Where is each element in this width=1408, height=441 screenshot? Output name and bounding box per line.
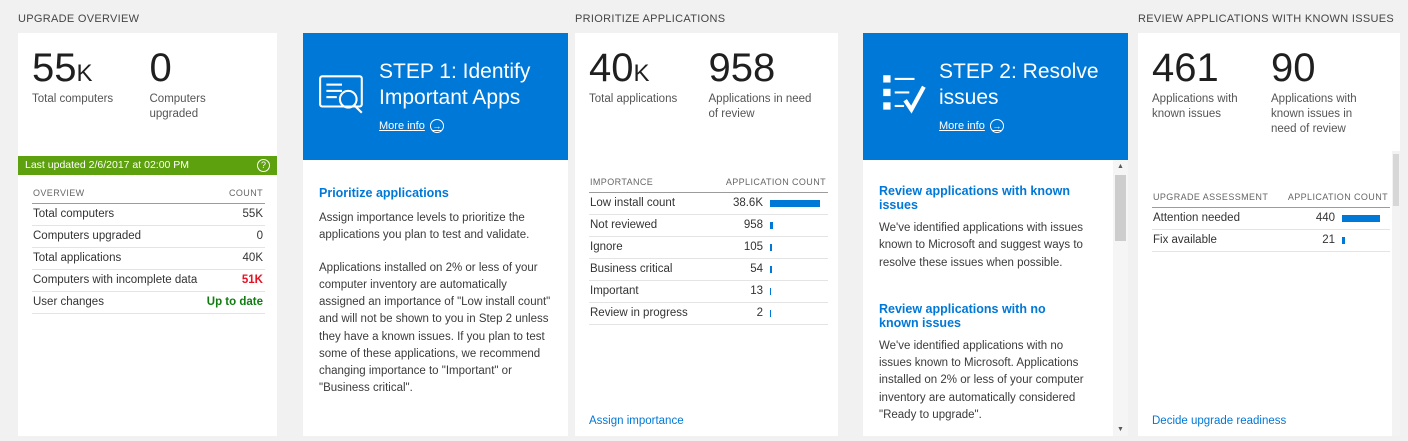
prioritize-stats: 40K Total applications 958 Applications … xyxy=(575,33,838,122)
step1-column: STEP 1: Identify Important Apps More inf… xyxy=(303,33,568,436)
alert-value: 51K xyxy=(241,274,263,287)
scrollbar[interactable]: ▲ ▼ xyxy=(1113,160,1128,436)
step2-more-info-link[interactable]: More info → xyxy=(939,119,1004,134)
description-text: We've identified applications with issue… xyxy=(879,222,1083,269)
scrollbar-thumb[interactable] xyxy=(1115,175,1126,241)
stat-label: Applications with known issues in need o… xyxy=(1271,92,1357,135)
column-header-application-count: APPLICATION COUNT xyxy=(725,176,826,187)
upgrade-assessment-table: UPGRADE ASSESSMENT APPLICATION COUNT Att… xyxy=(1152,187,1390,252)
table-header: UPGRADE ASSESSMENT APPLICATION COUNT xyxy=(1152,187,1390,208)
help-icon[interactable]: ? xyxy=(257,158,270,172)
stat-label: Computers upgraded xyxy=(149,92,206,120)
table-row[interactable]: Fix available 21 xyxy=(1152,230,1390,252)
step2-title: STEP 2: Resolve issues xyxy=(939,59,1099,109)
description-text: Assign importance levels to prioritize t… xyxy=(319,212,530,242)
table-row[interactable]: Not reviewed 958 xyxy=(589,215,828,237)
scroll-down-icon[interactable]: ▼ xyxy=(1117,426,1124,433)
stat-total-applications: 40K Total applications xyxy=(589,48,709,122)
stat-value: 958 xyxy=(708,46,776,90)
resolve-issues-icon xyxy=(877,69,927,124)
column-header-importance: IMPORTANCE xyxy=(590,176,654,187)
step1-more-info-link[interactable]: More info → xyxy=(379,119,444,134)
section-header-review-applications: REVIEW APPLICATIONS WITH KNOWN ISSUES xyxy=(1138,13,1394,25)
step2-body: Review applications with known issues We… xyxy=(863,160,1128,436)
stat-value: 40 xyxy=(589,46,634,90)
table-header: OVERVIEW COUNT xyxy=(32,183,265,204)
description-text: Applications installed on 2% or less of … xyxy=(319,261,551,395)
stat-label: Total computers xyxy=(32,92,114,105)
column-header-count: COUNT xyxy=(229,187,263,198)
stat-apps-known-issues-need-review: 90 Applications with known issues in nee… xyxy=(1271,48,1390,137)
stat-value: 55 xyxy=(32,46,77,90)
count-bar xyxy=(770,265,772,273)
scrollbar-thumb[interactable] xyxy=(1393,154,1399,206)
count-bar xyxy=(1342,214,1380,222)
step2-card[interactable]: STEP 2: Resolve issues More info → xyxy=(863,33,1128,160)
table-row[interactable]: Low install count 38.6K xyxy=(589,193,828,215)
scroll-up-icon[interactable]: ▲ xyxy=(1117,163,1124,170)
review-panel: 461 Applications with known issues 90 Ap… xyxy=(1138,33,1400,436)
stat-apps-known-issues: 461 Applications with known issues xyxy=(1152,48,1271,137)
stat-computers-upgraded: 0 Computers upgraded xyxy=(150,48,268,122)
description-text: We've identified applications with no is… xyxy=(879,339,1084,421)
review-apps-no-known-issues-link[interactable]: Review applications with no known issues xyxy=(879,301,1046,330)
column-header-application-count: APPLICATION COUNT xyxy=(1287,191,1388,202)
status-value: Up to date xyxy=(206,296,263,309)
stat-value: 461 xyxy=(1152,46,1219,90)
scrollbar[interactable] xyxy=(1392,151,1400,436)
last-updated-text: Last updated 2/6/2017 at 02:00 PM xyxy=(25,159,190,172)
count-bar xyxy=(770,309,771,317)
count-bar xyxy=(770,221,773,229)
table-row[interactable]: Total computers 55K xyxy=(32,204,265,226)
section-header-upgrade-overview: UPGRADE OVERVIEW xyxy=(18,13,140,25)
decide-upgrade-readiness-link[interactable]: Decide upgrade readiness xyxy=(1152,415,1287,427)
stat-value: 90 xyxy=(1271,46,1316,90)
step1-card[interactable]: STEP 1: Identify Important Apps More inf… xyxy=(303,33,568,160)
importance-table: IMPORTANCE APPLICATION COUNT Low install… xyxy=(589,172,828,325)
stat-total-computers: 55K Total computers xyxy=(32,48,150,122)
overview-table: OVERVIEW COUNT Total computers 55K Compu… xyxy=(32,183,265,314)
table-row[interactable]: Ignore 105 xyxy=(589,237,828,259)
table-row[interactable]: Important 13 xyxy=(589,281,828,303)
column-header-overview: OVERVIEW xyxy=(33,187,85,198)
prioritize-panel: 40K Total applications 958 Applications … xyxy=(575,33,838,436)
review-apps-known-issues-link[interactable]: Review applications with known issues xyxy=(879,184,1071,212)
table-row[interactable]: Review in progress 2 xyxy=(589,303,828,325)
count-bar xyxy=(1342,236,1345,244)
table-row[interactable]: Total applications 40K xyxy=(32,248,265,270)
overview-stats: 55K Total computers 0 Computers upgraded xyxy=(18,33,277,122)
last-updated-banner: Last updated 2/6/2017 at 02:00 PM ? xyxy=(18,155,277,175)
column-header-upgrade-assessment: UPGRADE ASSESSMENT xyxy=(1153,191,1269,202)
stat-suffix: K xyxy=(76,60,93,87)
stat-label: Applications with known issues xyxy=(1152,92,1238,120)
table-row[interactable]: Business critical 54 xyxy=(589,259,828,281)
table-row[interactable]: Computers with incomplete data 51K xyxy=(32,270,265,292)
more-info-arrow-icon: → xyxy=(989,119,1004,134)
stat-value: 0 xyxy=(149,46,172,90)
table-header: IMPORTANCE APPLICATION COUNT xyxy=(589,172,828,193)
review-stats: 461 Applications with known issues 90 Ap… xyxy=(1138,33,1400,137)
more-info-arrow-icon: → xyxy=(429,119,444,134)
count-bar xyxy=(770,243,772,251)
section-header-prioritize-applications: PRIORITIZE APPLICATIONS xyxy=(575,13,726,25)
identify-apps-icon xyxy=(317,69,367,124)
assign-importance-link[interactable]: Assign importance xyxy=(589,415,684,427)
step1-title: STEP 1: Identify Important Apps xyxy=(379,59,531,109)
stat-suffix: K xyxy=(633,60,650,87)
prioritize-applications-heading: Prioritize applications xyxy=(319,186,449,200)
stat-label: Applications in need of review xyxy=(708,92,812,120)
table-row[interactable]: Computers upgraded 0 xyxy=(32,226,265,248)
step2-column: STEP 2: Resolve issues More info → Revie… xyxy=(863,33,1128,436)
stat-apps-need-review: 958 Applications in need of review xyxy=(709,48,829,122)
step1-body: Prioritize applications Assign importanc… xyxy=(303,160,568,436)
table-row[interactable]: User changes Up to date xyxy=(32,292,265,314)
count-bar xyxy=(770,287,771,295)
overview-panel: 55K Total computers 0 Computers upgraded… xyxy=(18,33,277,436)
stat-label: Total applications xyxy=(589,92,678,105)
step2-scroll-content: Review applications with known issues We… xyxy=(879,184,1112,436)
table-row[interactable]: Attention needed 440 xyxy=(1152,208,1390,230)
count-bar xyxy=(770,199,820,207)
